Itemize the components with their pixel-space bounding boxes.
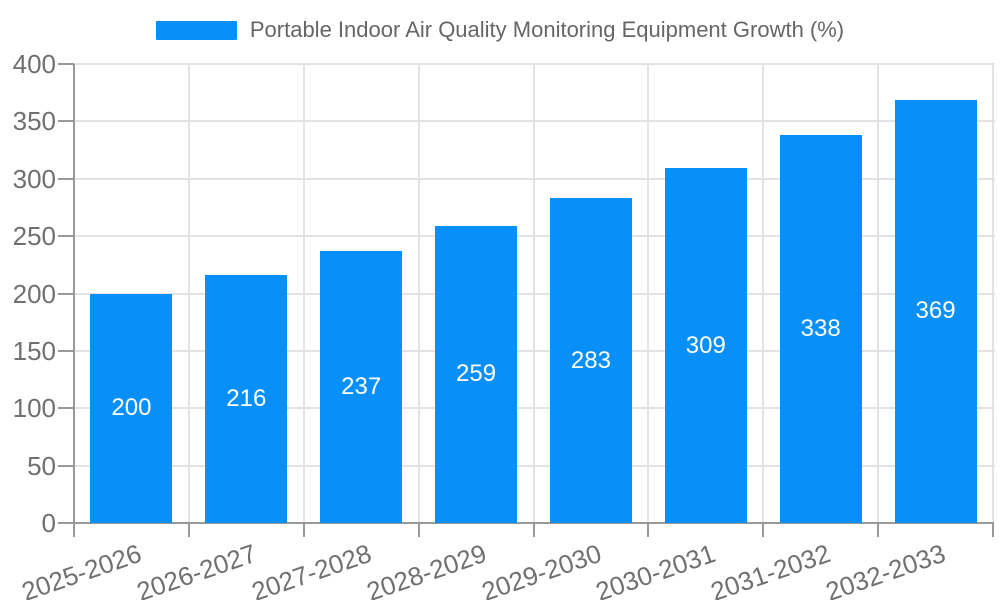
bar[interactable] [549, 198, 632, 523]
y-axis-tick [58, 522, 74, 524]
y-axis-tick [58, 292, 74, 295]
y-axis-tick [58, 120, 74, 123]
y-axis-tick [58, 464, 74, 467]
x-gridline [417, 64, 420, 523]
x-gridline [532, 64, 535, 523]
y-axis-tick [58, 407, 74, 410]
x-axis-tick [302, 523, 305, 537]
x-axis-tick [877, 523, 880, 537]
y-gridline [74, 292, 995, 295]
x-axis-label: 2025-2026 [17, 538, 146, 600]
bar[interactable] [90, 293, 173, 523]
x-axis-tick [762, 523, 765, 537]
x-gridline [877, 64, 880, 523]
legend-label: Portable Indoor Air Quality Monitoring E… [249, 17, 845, 42]
y-axis-label: 350 [12, 106, 56, 137]
x-axis-tick [532, 523, 535, 537]
y-axis-tick [58, 349, 74, 352]
x-axis-label: 2030-2031 [592, 538, 720, 600]
x-axis-label: 2031-2032 [707, 538, 835, 600]
bar[interactable] [779, 135, 862, 523]
x-axis-tick [992, 523, 994, 537]
x-axis-label: 2027-2028 [247, 538, 375, 600]
x-gridline [187, 64, 190, 523]
x-axis-tick [73, 523, 75, 537]
bar[interactable] [320, 251, 403, 523]
x-axis-label: 2032-2033 [821, 538, 950, 600]
x-gridline [647, 64, 650, 523]
bar[interactable] [205, 275, 288, 523]
y-axis-label: 50 [27, 450, 56, 481]
y-axis-label: 200 [12, 278, 56, 309]
y-gridline [74, 349, 995, 352]
x-axis-label: 2028-2029 [362, 538, 490, 600]
y-axis-label: 0 [41, 508, 56, 538]
y-axis-label: 400 [12, 49, 56, 79]
y-axis-tick [58, 63, 74, 65]
x-axis-tick [187, 523, 190, 537]
y-axis-label: 100 [12, 393, 56, 424]
y-gridline [74, 120, 995, 123]
x-gridline [762, 64, 765, 523]
y-gridline [74, 407, 995, 410]
x-gridline [992, 64, 994, 523]
y-axis-tick [58, 235, 74, 238]
x-axis-tick [417, 523, 420, 537]
y-gridline [74, 177, 995, 180]
y-gridline [74, 235, 995, 238]
x-axis-label: 2029-2030 [477, 538, 605, 600]
y-axis-tick [58, 177, 74, 180]
y-axis-label: 300 [12, 163, 56, 194]
bar[interactable] [894, 99, 977, 523]
legend-item[interactable]: Portable Indoor Air Quality Monitoring E… [0, 12, 1000, 48]
y-axis-label: 250 [12, 221, 56, 252]
y-axis-line [73, 64, 75, 525]
legend-swatch-icon [155, 20, 237, 40]
bar[interactable] [435, 225, 518, 523]
y-gridline [74, 63, 995, 65]
x-axis-tick [647, 523, 650, 537]
x-gridline [302, 64, 305, 523]
y-gridline [74, 464, 995, 467]
x-axis-label: 2026-2027 [132, 538, 261, 600]
y-axis-label: 150 [12, 335, 56, 366]
bar[interactable] [664, 168, 747, 523]
